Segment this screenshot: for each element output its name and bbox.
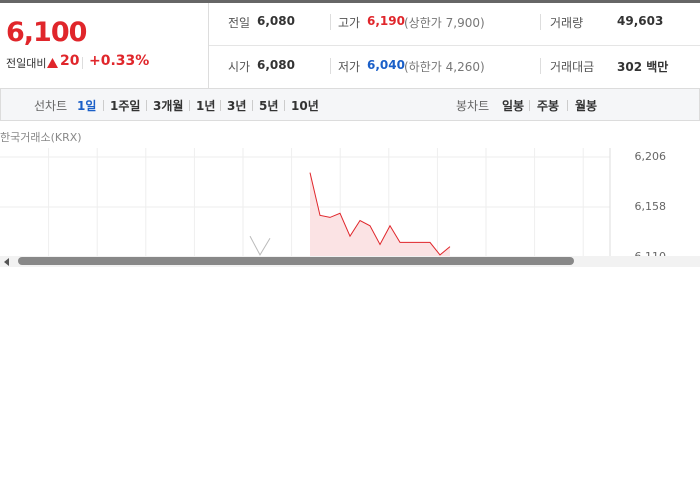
up-icon [47,58,58,68]
tab-sep [220,100,221,111]
price: 6,100 [6,17,87,48]
tab-sep [284,100,285,111]
period-tab[interactable]: 1일 [77,99,97,113]
change-rate: +0.33% [89,53,150,69]
tab-sep [529,100,530,111]
stat-label: 거래대금 [550,60,595,74]
y-tick-label: 6,110 [635,250,667,256]
scrollbar[interactable] [0,256,700,267]
period-tab[interactable]: 5년 [259,99,279,113]
stat-value: 49,603 [617,14,664,28]
chart-area: 한국거래소(KRX) 6,206 6,158 6,110 [0,120,700,256]
period-tab[interactable]: 1년 [196,99,216,113]
tab-sep [189,100,190,111]
stat-value: 6,190 [367,14,405,28]
tab-sep [103,100,104,111]
candle-tab[interactable]: 주봉 [537,99,560,113]
stat-label: 시가 [228,60,251,74]
stat-note: (상한가 7,900) [404,16,485,30]
candle-tab[interactable]: 일봉 [502,99,525,113]
chart: 한국거래소(KRX) 6,206 6,158 6,110 [0,131,667,256]
period-tab[interactable]: 1주일 [110,99,141,113]
change: 20 [60,53,80,69]
candle-chart-label: 봉차트 [456,99,490,113]
top-border [0,0,700,3]
line-chart-label: 선차트 [34,99,68,113]
area [310,172,450,256]
source: 한국거래소(KRX) [0,131,82,144]
period-tab[interactable]: 3년 [227,99,247,113]
tab-sep [252,100,253,111]
stat-value: 302 백만 [617,60,669,74]
stat-note: (하한가 4,260) [404,60,485,74]
period-tab[interactable]: 10년 [291,99,319,113]
scroll-left[interactable] [4,258,10,266]
tab-sep [146,100,147,111]
row-divider [209,45,700,46]
period-tab[interactable]: 3개월 [153,99,184,113]
stat-label: 저가 [338,60,361,74]
change-label: 전일대비 [6,57,47,70]
tab-sep [567,100,568,111]
stat-label: 고가 [338,16,361,30]
stat-label: 전일 [228,16,251,30]
price-box: 6,100 전일대비 20 +0.33% [0,3,209,88]
y-tick-label: 6,206 [635,150,667,163]
price-line [309,172,451,256]
stat-value: 6,040 [367,58,405,72]
tab-bar: 선차트 봉차트 1일 1주일 3개월 1년 3년 5년 10년 일봉 주봉 월봉 [0,88,700,121]
y-tick-label: 6,158 [635,200,667,213]
stat-value: 6,080 [257,58,295,72]
candle-tab[interactable]: 월봉 [575,99,598,113]
stat-value: 6,080 [257,14,295,28]
scroll-thumb[interactable] [18,257,574,265]
price-line [249,235,271,256]
stat-label: 거래량 [550,16,584,30]
